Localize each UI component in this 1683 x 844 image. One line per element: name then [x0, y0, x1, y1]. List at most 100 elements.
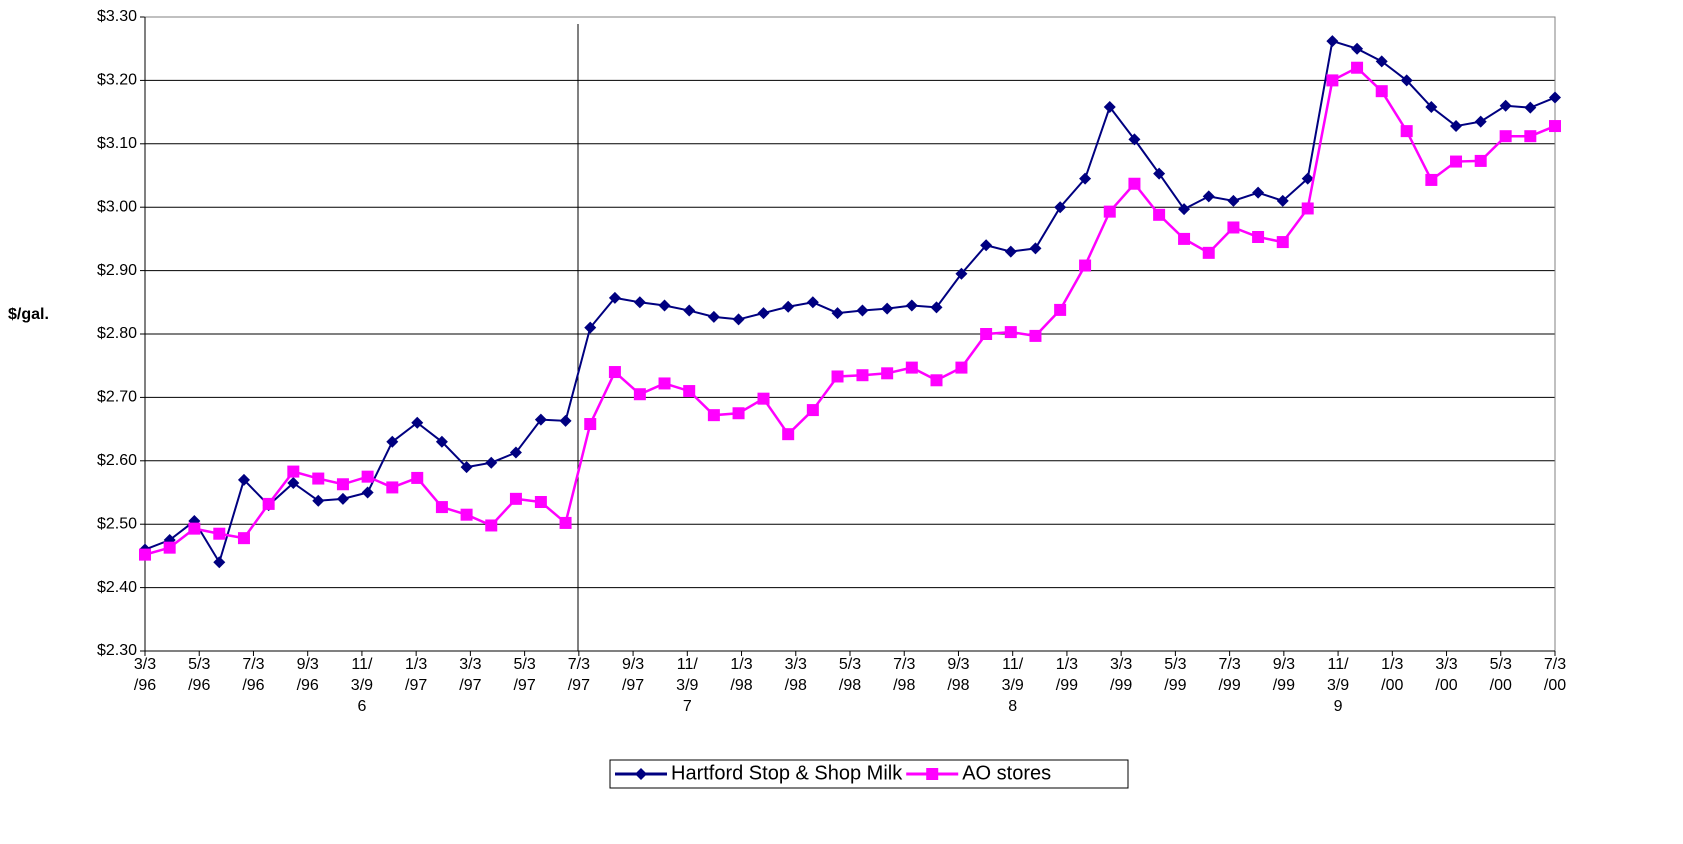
marker: [683, 385, 696, 398]
marker: [856, 369, 869, 382]
marker: [1202, 190, 1215, 203]
marker: [608, 366, 621, 379]
marker: [1524, 130, 1537, 143]
marker: [1375, 55, 1388, 68]
y-tick-label: $2.40: [97, 579, 137, 596]
x-tick-label: 11/3/9 7: [676, 656, 698, 715]
marker: [831, 307, 844, 320]
marker: [460, 461, 473, 474]
x-tick-label: 7/3/98: [893, 656, 915, 694]
marker: [1400, 125, 1413, 138]
x-tick-label: 7/3/00: [1544, 656, 1566, 694]
marker: [806, 404, 819, 417]
x-tick-label: 5/3/99: [1164, 656, 1186, 694]
x-tick-label: 7/3/96: [242, 656, 264, 694]
marker: [1054, 201, 1067, 214]
marker: [1400, 74, 1413, 87]
marker: [336, 492, 349, 505]
marker: [1004, 326, 1017, 339]
marker: [757, 307, 770, 320]
marker: [955, 267, 968, 280]
marker: [1425, 173, 1438, 186]
marker: [881, 367, 894, 380]
marker: [732, 313, 745, 326]
y-tick-label: $2.70: [97, 389, 137, 406]
marker: [608, 291, 621, 304]
x-tick-label: 3/3/96: [134, 656, 156, 694]
marker: [312, 472, 325, 485]
marker: [1252, 230, 1265, 243]
marker: [1252, 186, 1265, 199]
y-tick-label: $2.90: [97, 262, 137, 279]
x-tick-label: 11/3/9 6: [351, 656, 373, 715]
marker: [930, 301, 943, 314]
legend-label: AO stores: [962, 762, 1051, 784]
marker: [905, 361, 918, 374]
marker: [856, 304, 869, 317]
marker: [1227, 221, 1240, 234]
marker: [435, 501, 448, 514]
marker: [757, 392, 770, 405]
marker: [1153, 167, 1166, 180]
y-tick-label: $3.00: [97, 198, 137, 215]
marker: [732, 407, 745, 420]
marker: [1004, 245, 1017, 258]
x-tick-label: 7/3/99: [1218, 656, 1240, 694]
x-tick-label: 1/3/97: [405, 656, 427, 694]
legend-marker: [926, 768, 939, 780]
marker: [1202, 246, 1215, 259]
x-tick-label: 9/3/96: [297, 656, 319, 694]
marker: [633, 388, 646, 401]
marker: [411, 471, 424, 484]
x-tick-label: 3/3/00: [1435, 656, 1457, 694]
marker: [1450, 155, 1463, 168]
marker: [1351, 42, 1364, 55]
x-tick-label: 9/3/99: [1273, 656, 1295, 694]
marker: [361, 470, 374, 483]
marker: [1128, 177, 1141, 190]
x-tick-label: 5/3/98: [839, 656, 861, 694]
marker: [1276, 236, 1289, 249]
marker: [1128, 133, 1141, 146]
marker: [584, 321, 597, 334]
marker: [782, 428, 795, 441]
marker: [386, 435, 399, 448]
marker: [658, 299, 671, 312]
marker: [287, 465, 300, 478]
y-tick-label: $3.30: [97, 8, 137, 25]
marker: [312, 494, 325, 507]
marker: [1276, 194, 1289, 207]
marker: [584, 418, 597, 431]
marker: [930, 374, 943, 387]
marker: [287, 476, 300, 489]
marker: [1054, 303, 1067, 316]
marker: [509, 492, 522, 505]
marker: [707, 409, 720, 422]
marker: [460, 508, 473, 521]
marker: [980, 328, 993, 340]
x-tick-label: 1/3/00: [1381, 656, 1403, 694]
x-tick-label: 5/3/00: [1490, 656, 1512, 694]
marker: [237, 473, 250, 486]
marker: [386, 481, 399, 494]
marker: [1103, 205, 1116, 218]
marker: [1450, 120, 1463, 133]
marker: [262, 497, 275, 510]
marker: [1499, 130, 1512, 143]
y-tick-label: $2.50: [97, 515, 137, 532]
marker: [1524, 101, 1537, 114]
marker: [1301, 202, 1314, 215]
x-tick-label: 5/3/97: [513, 656, 535, 694]
x-tick-label: 9/3/98: [947, 656, 969, 694]
marker: [1029, 329, 1042, 342]
y-axis-label: $/gal.: [8, 306, 49, 323]
marker: [1425, 101, 1438, 114]
marker: [831, 370, 844, 383]
marker: [806, 296, 819, 309]
marker: [485, 519, 498, 532]
marker: [1153, 208, 1166, 221]
x-tick-label: 5/3/96: [188, 656, 210, 694]
marker: [139, 548, 151, 561]
marker: [1549, 120, 1561, 133]
